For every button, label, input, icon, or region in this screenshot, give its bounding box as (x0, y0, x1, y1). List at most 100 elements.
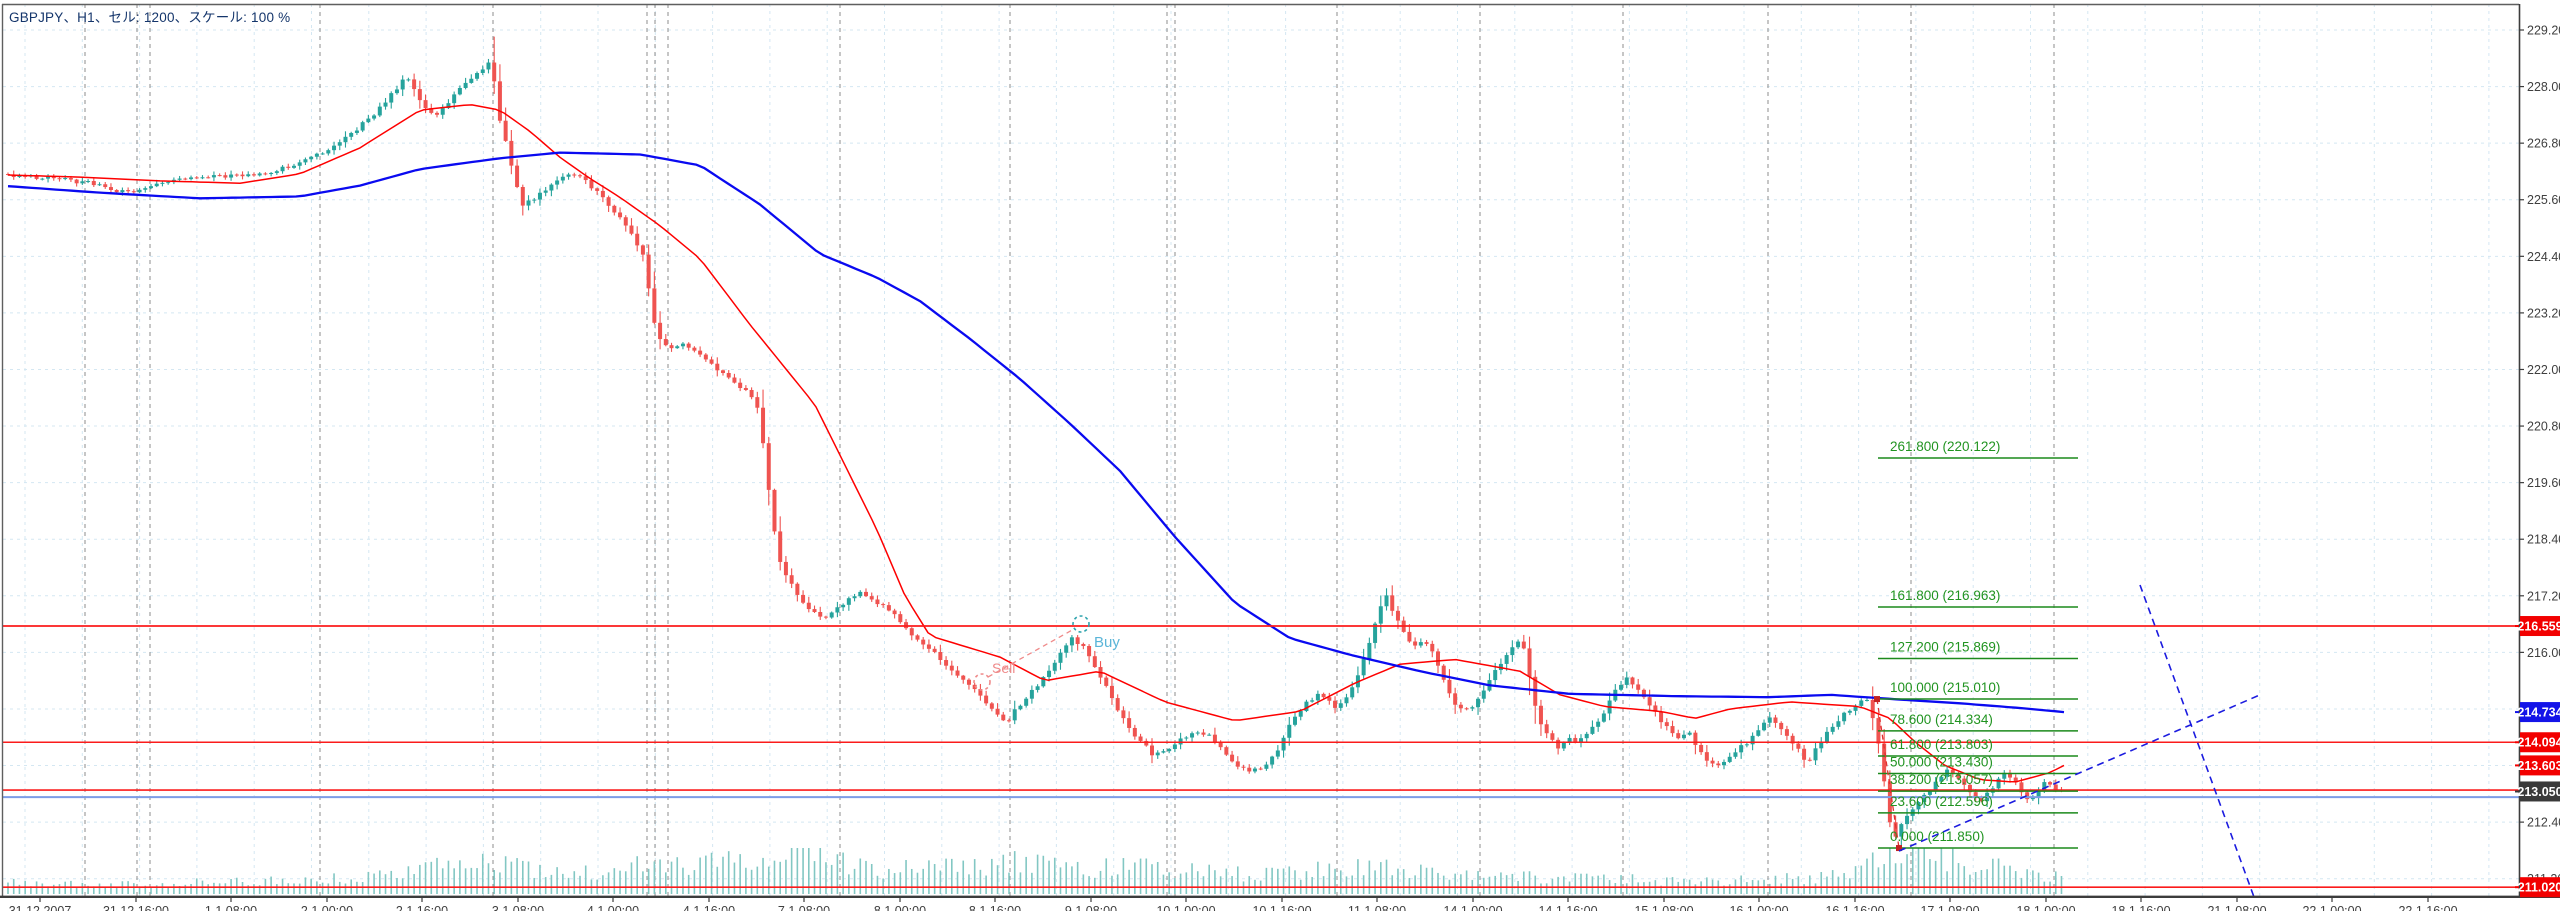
x-axis-label: 3.1 08:00 (492, 904, 544, 911)
candle-body (572, 174, 577, 176)
candle-body (223, 175, 228, 178)
candle-body (846, 598, 851, 605)
candle-body (1367, 642, 1372, 659)
candle-body (229, 174, 234, 178)
candle-body (1464, 708, 1469, 710)
candle-body (1567, 737, 1572, 743)
candle-body (966, 679, 971, 685)
horizontal-price-lines[interactable] (3, 625, 2519, 888)
candle-body (1012, 709, 1017, 721)
candle-body (1516, 641, 1521, 648)
candle-body (1041, 677, 1046, 687)
sell-entry-circle[interactable] (973, 673, 991, 691)
candle-body (995, 708, 1000, 715)
candle-body (292, 165, 296, 168)
x-axis[interactable]: 31.12.2007 31.12 16:00 1.1 08:00 2.1 00:00 2… (9, 897, 2458, 911)
candle-body (566, 174, 571, 177)
candle-body (1962, 778, 1967, 785)
trade-connector-line (987, 628, 1075, 678)
candle-body (932, 648, 937, 652)
candle-body (1333, 700, 1338, 708)
candle-body (1212, 734, 1217, 743)
x-axis-label: 22.1 16:00 (2398, 904, 2457, 911)
candle-body (1161, 751, 1166, 753)
candle-body (755, 397, 760, 408)
fib-level-label: 127.200 (215.869) (1890, 640, 2000, 655)
fib-level-label: 100.000 (215.010) (1890, 680, 2000, 695)
candle-body (68, 178, 73, 180)
candle-body (297, 162, 302, 166)
candle-body (1899, 824, 1904, 837)
candle-body (429, 108, 434, 113)
candle-body (1773, 717, 1778, 723)
buy-exit-circle[interactable] (1072, 615, 1090, 633)
fib-anchor-handle[interactable] (1896, 845, 1902, 852)
y-axis-label: 224.400 (2527, 250, 2560, 264)
candle-body (909, 628, 914, 636)
trendline-1[interactable] (1898, 693, 2263, 852)
candle-body (435, 112, 439, 115)
trendline-2[interactable] (2139, 584, 2258, 908)
candle-body (1247, 767, 1252, 772)
candle-body (412, 79, 417, 90)
candle-body (1859, 700, 1864, 706)
candle-body (1561, 742, 1566, 749)
candle-body (1201, 732, 1206, 735)
fib-anchor-handle[interactable] (1874, 696, 1880, 703)
candle-body (1922, 794, 1927, 803)
candle-body (1802, 748, 1807, 760)
x-axis-label: 2.1 16:00 (396, 904, 448, 911)
candle-body (1824, 731, 1829, 743)
candle-body (663, 339, 668, 346)
candle-body (984, 695, 989, 704)
candle-body (1756, 730, 1761, 736)
candle-body (955, 670, 960, 676)
candle-body (801, 594, 806, 603)
candle-body (646, 254, 651, 289)
candle-body (1819, 742, 1824, 749)
ma-slow-blue-line (7, 151, 2065, 714)
candle-body (251, 174, 256, 176)
candle-body (286, 166, 291, 168)
candle-body (600, 190, 605, 198)
candle-body (423, 100, 428, 109)
candle-body (1150, 745, 1154, 756)
candle-body (823, 616, 828, 618)
candle-body (1304, 701, 1309, 712)
candle-body (1350, 687, 1355, 698)
y-axis-label: 218.400 (2527, 533, 2560, 547)
candle-body (417, 89, 422, 101)
candle-body (1830, 726, 1835, 732)
candle-body (486, 62, 491, 70)
price-tag-214.734 (2520, 702, 2560, 723)
candle-body (1744, 744, 1749, 746)
candle-body (51, 176, 56, 179)
fib-level-label: 0.000 (211.850) (1890, 829, 1984, 844)
candle-body (841, 604, 846, 608)
candle-body (280, 166, 285, 172)
candle-body (1956, 773, 1961, 779)
candle-body (1716, 763, 1721, 766)
candle-body (1132, 727, 1137, 737)
y-axis-label: 223.200 (2527, 306, 2560, 320)
y-axis[interactable]: 229.200 228.000 226.800 225.600 224.400 223.2… (2515, 24, 2560, 898)
candle-body (1447, 679, 1452, 694)
candle-body (761, 407, 766, 444)
candle-body (806, 602, 811, 610)
candle-body (2030, 797, 2035, 800)
candle-body (240, 174, 245, 177)
fibonacci-retracement[interactable]: 261.800 (220.122) 161.800 (216.963) 127.20… (1874, 439, 2078, 852)
x-axis-label: 8.1 16:00 (969, 904, 1021, 911)
candle-body (1619, 684, 1624, 690)
candle-body (86, 181, 91, 183)
candle-body (2008, 772, 2012, 778)
ma-fast-red-line (7, 104, 2065, 783)
price-tag-211.020 (2520, 877, 2560, 898)
candle-body (1853, 705, 1858, 711)
candle-body (1441, 665, 1446, 680)
fib-level-label: 50.000 (213.430) (1890, 755, 1993, 770)
x-axis-label: 14.1 00:00 (1443, 904, 1502, 911)
candle-body (915, 635, 920, 640)
candle-body (1636, 684, 1641, 690)
